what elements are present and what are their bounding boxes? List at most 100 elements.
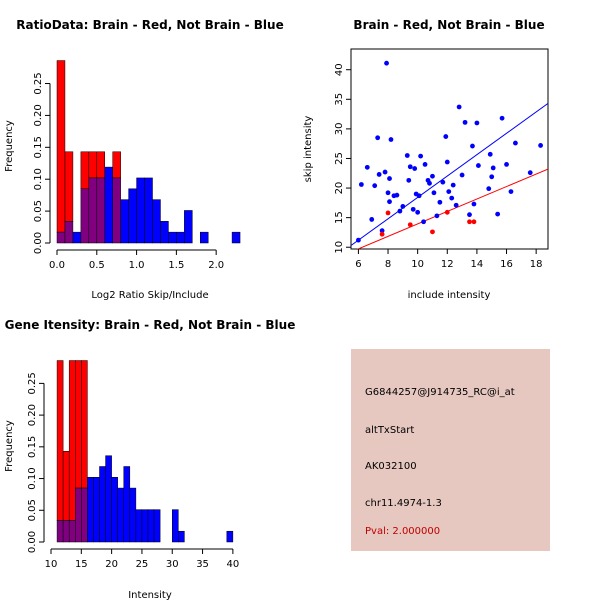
- notbrain-point: [462, 119, 468, 125]
- notbrain-point: [449, 195, 455, 201]
- intensity-brain-bar: [68, 360, 76, 521]
- notbrain-point: [431, 190, 437, 196]
- ratio-brain-bar: [56, 60, 66, 233]
- ratio-overlap-bar: [88, 177, 98, 244]
- notbrain-point: [358, 182, 364, 187]
- notbrain-point: [421, 219, 426, 225]
- scatter-x-tick-label: 6: [355, 259, 361, 270]
- scatter-x-tick-label: 10: [411, 259, 424, 270]
- notbrain-point: [470, 143, 475, 149]
- intensity-notbrain-bar: [141, 509, 149, 543]
- notbrain-point: [376, 172, 382, 177]
- notbrain-point: [437, 199, 443, 205]
- intensity-notbrain-bar: [111, 477, 118, 543]
- scatter-x-tick-label: 14: [471, 259, 484, 270]
- scatter-y-tick-label: 40: [334, 63, 345, 76]
- ratio-y-tick-label: 0.00: [33, 232, 44, 254]
- brain-fit-line: [356, 168, 548, 249]
- intensity-x-tick-label: 30: [166, 559, 179, 570]
- notbrain-point: [434, 213, 440, 219]
- intensity-histogram-bars: [56, 360, 234, 543]
- intensity-overlap-bar: [62, 520, 70, 543]
- scatter-y-tick-label: 35: [334, 93, 345, 106]
- ratio-notbrain-bar: [184, 210, 193, 244]
- notbrain-point: [418, 153, 424, 159]
- ratio-notbrain-bar: [152, 199, 161, 244]
- notbrain-point: [356, 237, 361, 243]
- notbrain-point: [385, 190, 391, 196]
- ratio-y-tick-label: 0.10: [33, 168, 44, 190]
- intensity-x-tick-label: 25: [136, 559, 149, 570]
- notbrain-point: [427, 180, 432, 186]
- notbrain-point: [474, 120, 480, 126]
- intensity-x-tick-label: 35: [196, 559, 209, 570]
- intensity-notbrain-bar: [117, 487, 124, 543]
- notbrain-point: [486, 186, 492, 192]
- scatter-y-tick-label: 20: [334, 182, 345, 195]
- scatter-y-tick-label: 30: [334, 123, 345, 136]
- notbrain-point: [527, 170, 533, 176]
- ratio-x-tick-label: 1.5: [168, 260, 184, 271]
- scatter-x-tick-label: 8: [385, 259, 391, 270]
- notbrain-fit-line: [351, 103, 548, 246]
- notbrain-point: [387, 199, 392, 205]
- notbrain-point: [394, 192, 400, 198]
- notbrain-point: [372, 183, 378, 189]
- intensity-notbrain-bar: [172, 509, 179, 543]
- intensity-brain-bar: [56, 360, 64, 521]
- intensity-x-tick-label: 40: [227, 559, 240, 570]
- intensity-y-tick-label: 0.20: [27, 404, 38, 426]
- ratio-brain-bar: [64, 151, 74, 222]
- intensity-x-tick-label: 10: [45, 559, 58, 570]
- notbrain-point: [490, 165, 496, 171]
- scatter-panel: Brain - Red, Not Brain - Blue include in…: [303, 18, 549, 301]
- intensity-histogram-ylabel: Frequency: [4, 420, 15, 472]
- ratio-notbrain-bar: [168, 231, 177, 244]
- notbrain-point: [384, 60, 389, 66]
- ratio-notbrain-bar: [176, 231, 185, 244]
- intensity-histogram-title: Gene Itensity: Brain - Red, Not Brain - …: [5, 318, 296, 332]
- notbrain-point: [375, 135, 381, 141]
- intensity-x-tick-label: 20: [105, 559, 118, 570]
- notbrain-point: [387, 176, 392, 181]
- notbrain-point: [471, 201, 477, 207]
- intensity-histogram-axes: 10 15 20 25 30 35 40 0.00 0.05 0.10 0.15 0.20 0.25: [27, 372, 239, 570]
- intensity-histogram-xlabel: Intensity: [128, 590, 172, 600]
- scatter-x-tick-label: 16: [500, 259, 513, 270]
- notbrain-point: [513, 140, 518, 146]
- intensity-notbrain-bar: [129, 487, 137, 543]
- notbrain-point: [404, 153, 410, 158]
- notbrain-point: [369, 217, 375, 222]
- ratio-histogram-title: RatioData: Brain - Red, Not Brain - Blue: [16, 18, 283, 32]
- ratio-notbrain-bar: [160, 221, 169, 244]
- notbrain-point: [475, 163, 481, 168]
- intensity-brain-bar: [62, 451, 70, 521]
- event-type: altTxStart: [365, 425, 415, 436]
- intensity-notbrain-bar: [135, 509, 143, 543]
- ratio-notbrain-bar: [200, 231, 209, 244]
- ratio-notbrain-bar: [144, 177, 153, 244]
- ratio-overlap-bar: [96, 177, 105, 244]
- notbrain-point: [444, 159, 450, 165]
- scatter-ylabel: skip intensity: [303, 116, 314, 183]
- ratio-y-tick-label: 0.25: [33, 72, 44, 94]
- brain-point: [385, 210, 391, 216]
- p-value: Pval: 2.000000: [365, 526, 441, 537]
- ratio-brain-bar: [88, 151, 98, 179]
- ratio-notbrain-bar: [72, 231, 82, 244]
- intensity-y-tick-label: 0.15: [27, 436, 38, 458]
- brain-point: [471, 219, 477, 225]
- intensity-brain-bar: [75, 360, 82, 489]
- intensity-notbrain-bar: [105, 455, 112, 543]
- ratio-y-tick-label: 0.20: [33, 104, 44, 126]
- intensity-overlap-bar: [68, 520, 76, 543]
- notbrain-point: [364, 164, 370, 170]
- ratio-notbrain-bar: [231, 231, 241, 244]
- notbrain-point: [412, 166, 418, 171]
- notbrain-point: [456, 104, 462, 110]
- ratio-notbrain-bar: [120, 199, 129, 244]
- scatter-y-tick-label: 25: [334, 152, 345, 165]
- notbrain-point: [499, 115, 505, 121]
- intensity-y-tick-label: 0.05: [27, 499, 38, 521]
- notbrain-point: [443, 134, 449, 139]
